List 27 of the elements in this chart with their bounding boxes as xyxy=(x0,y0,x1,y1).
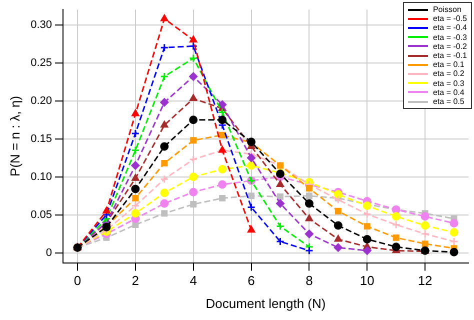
y-tick-label: 0.20 xyxy=(30,94,52,107)
legend-label: eta = -0.2 xyxy=(432,42,467,52)
x-tick-label: 4 xyxy=(190,273,197,288)
y-tick-label: 0 xyxy=(46,246,52,259)
legend-label: eta = 0.3 xyxy=(432,78,464,88)
y-tick-label: 0.15 xyxy=(30,132,52,145)
y-axis-title: P(N = n : λ, η) xyxy=(7,96,22,176)
legend-label: eta = 0.5 xyxy=(432,97,464,106)
legend-label: eta = -0.1 xyxy=(432,51,467,60)
x-tick-label: 12 xyxy=(418,273,432,288)
legend-label: eta = -0.3 xyxy=(432,32,467,42)
y-tick-label: 0.10 xyxy=(30,170,52,183)
legend-label: Poisson xyxy=(432,5,462,14)
legend-label: eta = 0.4 xyxy=(432,88,464,98)
legend-label: eta = -0.5 xyxy=(432,14,467,24)
legend-label: eta = 0.1 xyxy=(432,60,464,70)
x-axis-title: Document length (N) xyxy=(206,296,326,311)
legend-label: eta = -0.4 xyxy=(432,23,467,33)
x-tick-label: 0 xyxy=(74,273,82,288)
y-tick-label: 0.25 xyxy=(30,56,52,69)
x-tick-label: 6 xyxy=(248,273,255,288)
x-tick-label: 2 xyxy=(132,273,140,288)
y-tick-label: 0.30 xyxy=(30,18,52,31)
x-tick-label: 10 xyxy=(360,273,374,288)
y-tick-label: 0.05 xyxy=(30,208,52,221)
x-tick-label: 8 xyxy=(306,273,313,288)
legend-label: eta = 0.2 xyxy=(432,69,464,79)
